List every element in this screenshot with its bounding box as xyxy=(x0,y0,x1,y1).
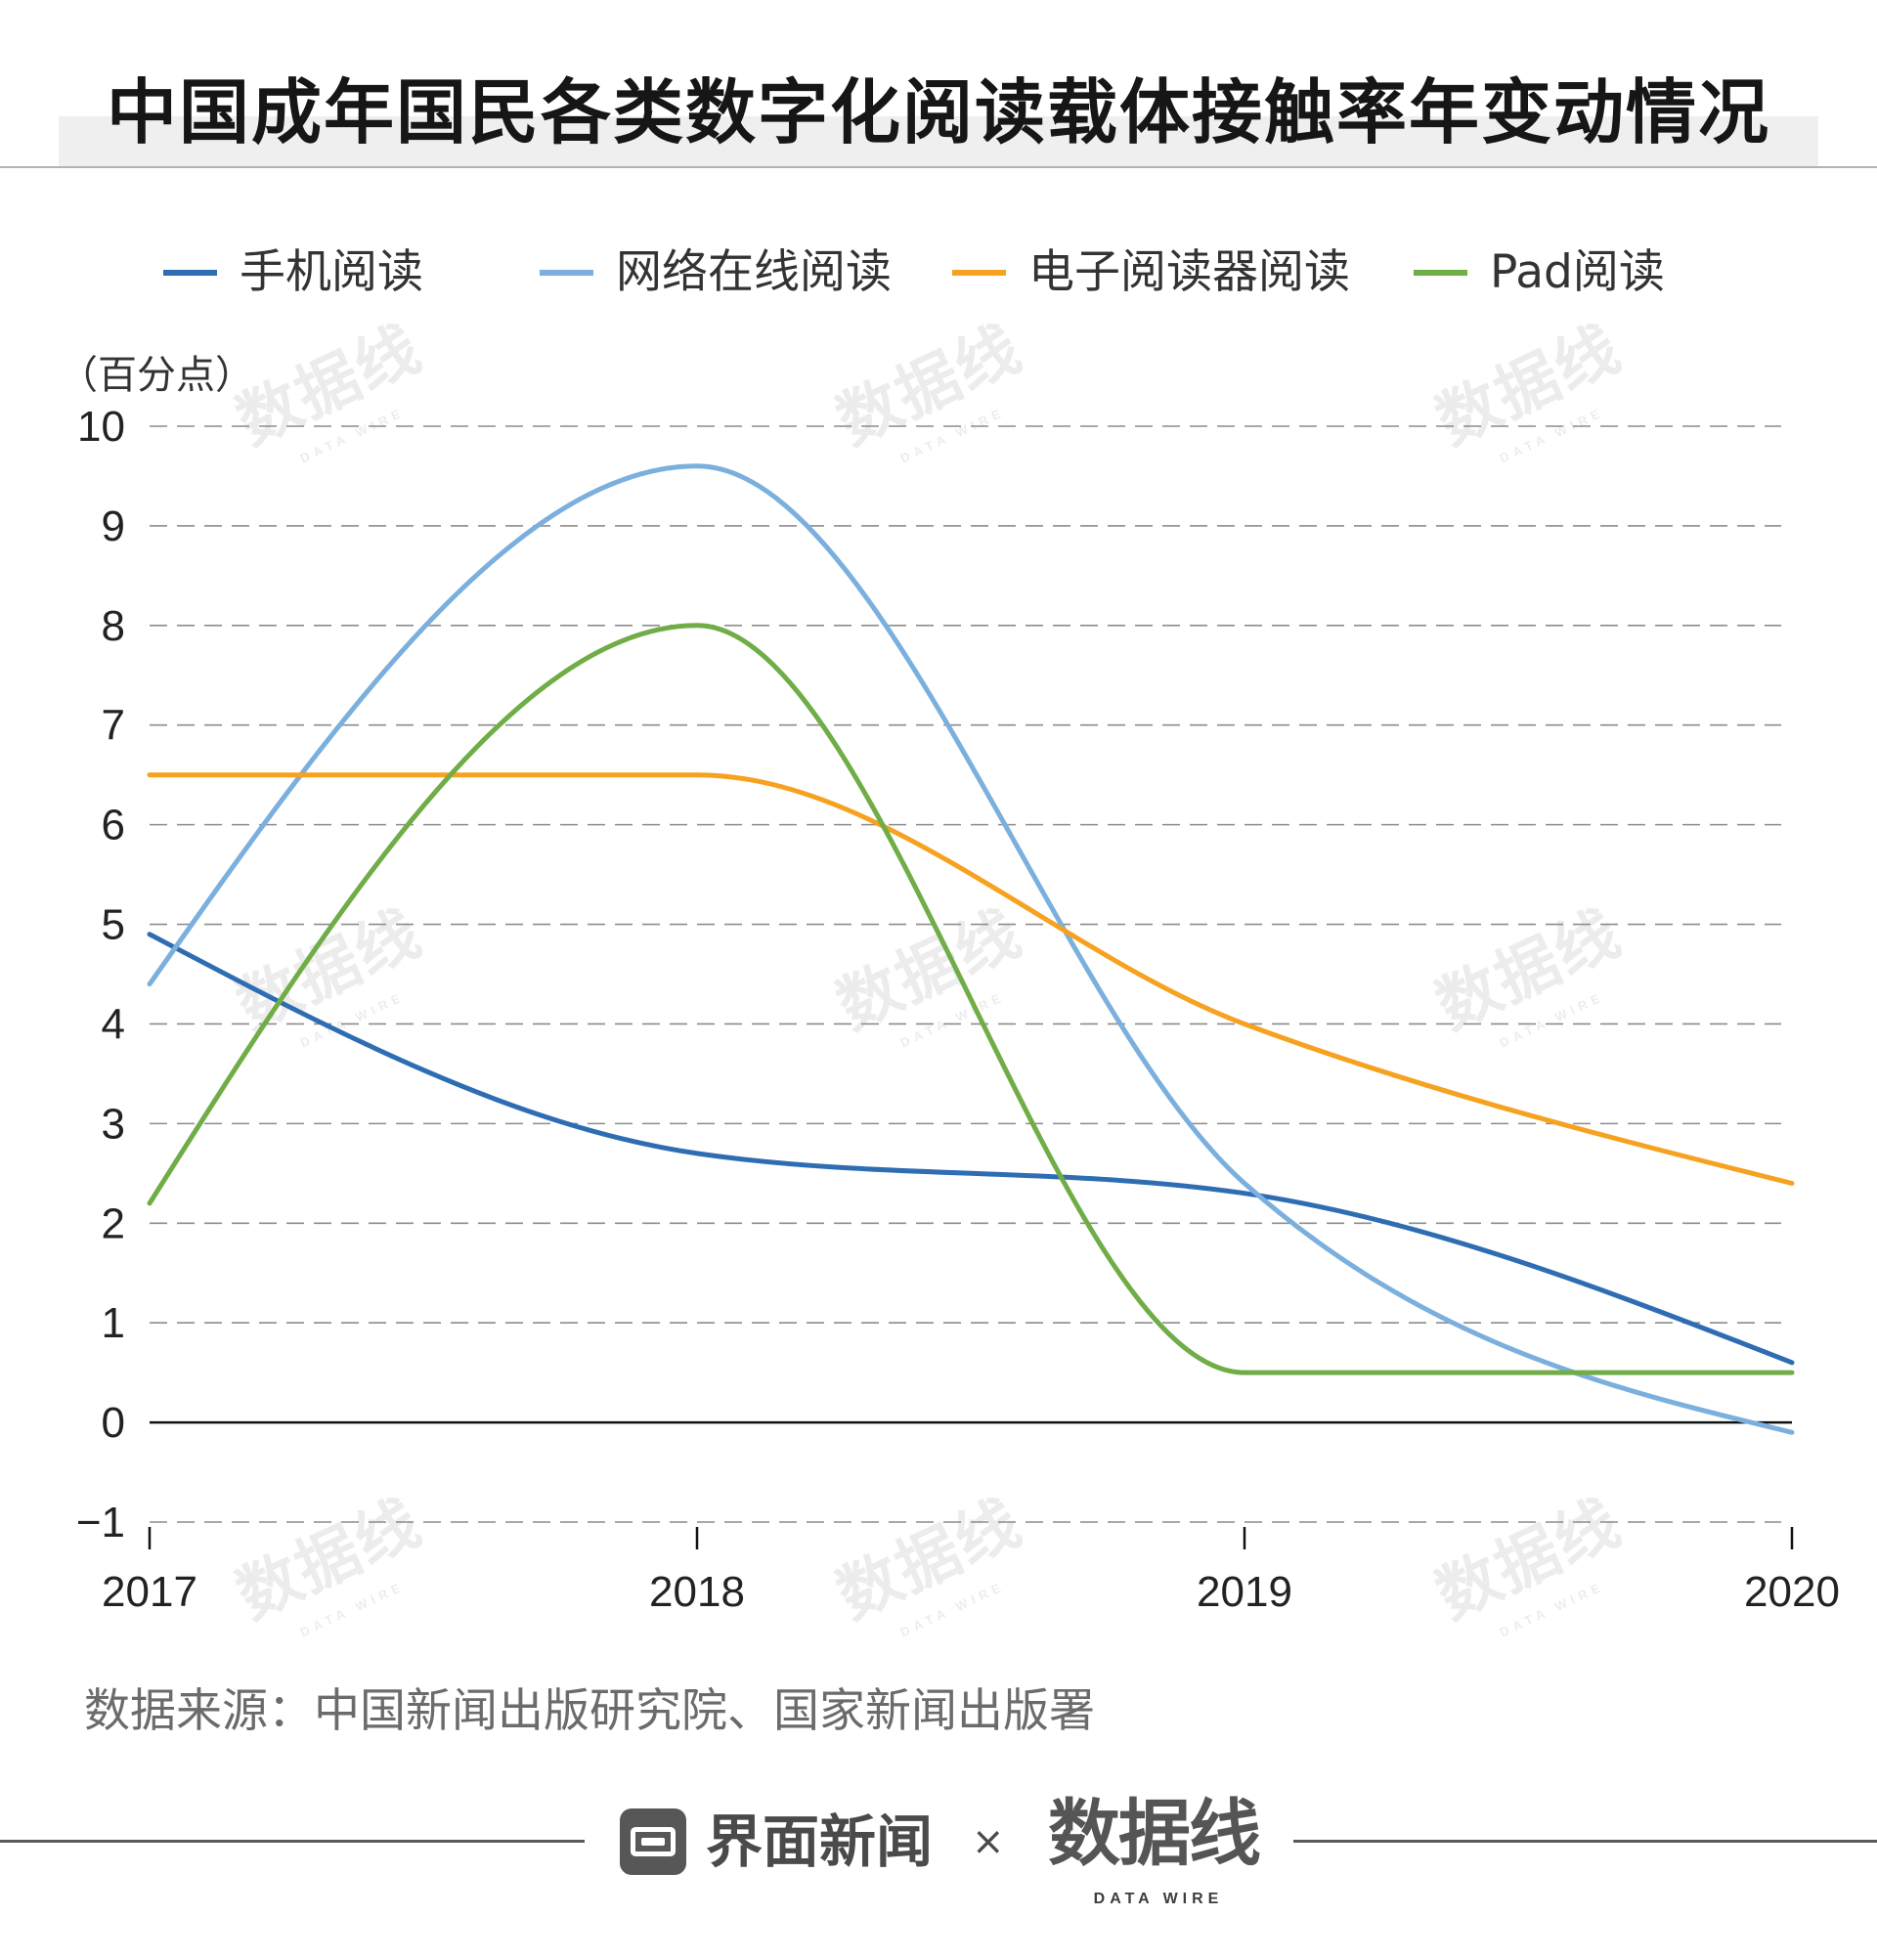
legend: 手机阅读 网络在线阅读 电子阅读器阅读 Pad阅读 xyxy=(0,243,1877,302)
legend-swatch-online-reading xyxy=(540,270,593,276)
legend-label-ereader-reading: 电子阅读器阅读 xyxy=(1028,245,1350,299)
series-lines xyxy=(147,463,1795,1435)
legend-swatch-pad-reading xyxy=(1414,270,1467,276)
legend-label-online-reading: 网络在线阅读 xyxy=(616,245,892,299)
legend-swatch-mobile-reading xyxy=(163,270,217,276)
y-tick-label: 8 xyxy=(102,602,125,650)
series-line-mobile-reading xyxy=(147,932,1795,1366)
x-tick-label: 2017 xyxy=(102,1568,197,1616)
y-tick-label: −1 xyxy=(76,1499,125,1546)
title-band xyxy=(59,116,1818,166)
y-axis-unit-label: （百分点） xyxy=(59,353,254,398)
chart-title: 中国成年国民各类数字化阅读载体接触率年变动情况 xyxy=(106,71,1770,153)
title-divider xyxy=(0,166,1877,168)
data-source-note: 数据来源：中国新闻出版研究院、国家新闻出版署 xyxy=(84,1684,1095,1738)
series-line-ereader-reading xyxy=(147,772,1795,1186)
y-tick-label: 4 xyxy=(102,1001,125,1049)
series-line-pad-reading xyxy=(147,623,1795,1375)
x-tick-label: 2019 xyxy=(1197,1568,1292,1616)
y-tick-label: 10 xyxy=(77,403,125,451)
y-tick-label: 5 xyxy=(102,901,125,949)
jiemian-logo-icon xyxy=(620,1808,686,1875)
y-tick-label: 9 xyxy=(102,502,125,550)
x-tick-label: 2020 xyxy=(1744,1568,1840,1616)
x-axis: 2017 2018 2019 2020 xyxy=(102,1527,1840,1616)
jiemian-logo-frame xyxy=(631,1827,676,1856)
collaboration-separator: × xyxy=(972,1819,1005,1864)
grid xyxy=(150,425,1792,1523)
y-tick-label: 2 xyxy=(102,1199,125,1247)
legend-label-pad-reading: Pad阅读 xyxy=(1490,245,1665,299)
y-tick-label: 0 xyxy=(102,1399,125,1447)
y-tick-label: 7 xyxy=(102,702,125,750)
y-tick-label: 3 xyxy=(102,1100,125,1148)
legend-label-mobile-reading: 手机阅读 xyxy=(240,245,423,299)
series-line-online-reading xyxy=(147,463,1795,1435)
legend-swatch-ereader-reading xyxy=(952,270,1006,276)
x-tick-label: 2018 xyxy=(649,1568,745,1616)
jiemian-brand-name: 界面新闻 xyxy=(706,1808,934,1875)
datawire-logo-tagline: DATA WIRE xyxy=(1093,1891,1224,1907)
datawire-logo-text: 数据线 xyxy=(1048,1792,1261,1876)
jiemian-logo-bar xyxy=(641,1838,665,1846)
footer-rule-left xyxy=(0,1840,585,1843)
footer-rule-right xyxy=(1293,1840,1877,1843)
y-tick-label: 6 xyxy=(102,802,125,849)
y-tick-label: 1 xyxy=(102,1299,125,1347)
